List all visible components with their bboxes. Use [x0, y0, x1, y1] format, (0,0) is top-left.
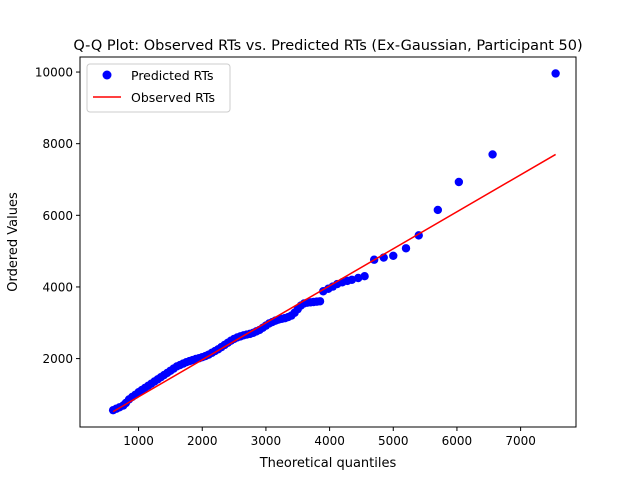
predicted-rt-point: [454, 177, 464, 187]
y-tick-label: 4000: [42, 280, 73, 294]
predicted-rt-point: [433, 205, 443, 215]
x-tick-label: 3000: [251, 434, 282, 448]
predicted-rt-point: [389, 251, 398, 260]
x-tick-label: 5000: [378, 434, 409, 448]
plot-area: [108, 69, 560, 415]
x-axis: 1000 2000 3000 4000 5000 6000 7000: [123, 427, 536, 448]
x-tick-label: 1000: [123, 434, 154, 448]
x-axis-label: Theoretical quantiles: [259, 456, 397, 471]
legend-label-predicted: Predicted RTs: [131, 68, 214, 83]
observed-rt-line: [112, 153, 557, 413]
y-tick-label: 6000: [42, 209, 73, 223]
y-tick-label: 10000: [35, 66, 73, 80]
x-tick-label: 2000: [187, 434, 218, 448]
axes-frame: [79, 56, 577, 428]
x-tick-label: 4000: [314, 434, 345, 448]
predicted-rt-point: [360, 272, 369, 281]
legend-label-observed: Observed RTs: [131, 90, 215, 105]
predicted-rt-point: [347, 275, 357, 284]
legend: Predicted RTs Observed RTs: [86, 63, 231, 113]
legend-box: [86, 63, 231, 113]
x-tick-label: 6000: [442, 434, 473, 448]
predicted-rt-point: [354, 273, 363, 283]
y-axis-label: Ordered Values: [6, 192, 21, 292]
x-tick-label: 7000: [505, 434, 536, 448]
predicted-rt-point: [401, 244, 411, 253]
predicted-rt-point: [551, 69, 560, 78]
y-axis: 2000 4000 6000 8000 10000: [35, 66, 80, 366]
predicted-rt-point: [488, 150, 497, 159]
predicted-rt-point: [315, 297, 325, 306]
y-tick-label: 8000: [42, 137, 73, 151]
legend-marker-predicted: [102, 70, 112, 80]
chart-title: Q-Q Plot: Observed RTs vs. Predicted RTs…: [73, 38, 582, 54]
y-tick-label: 2000: [42, 352, 73, 366]
